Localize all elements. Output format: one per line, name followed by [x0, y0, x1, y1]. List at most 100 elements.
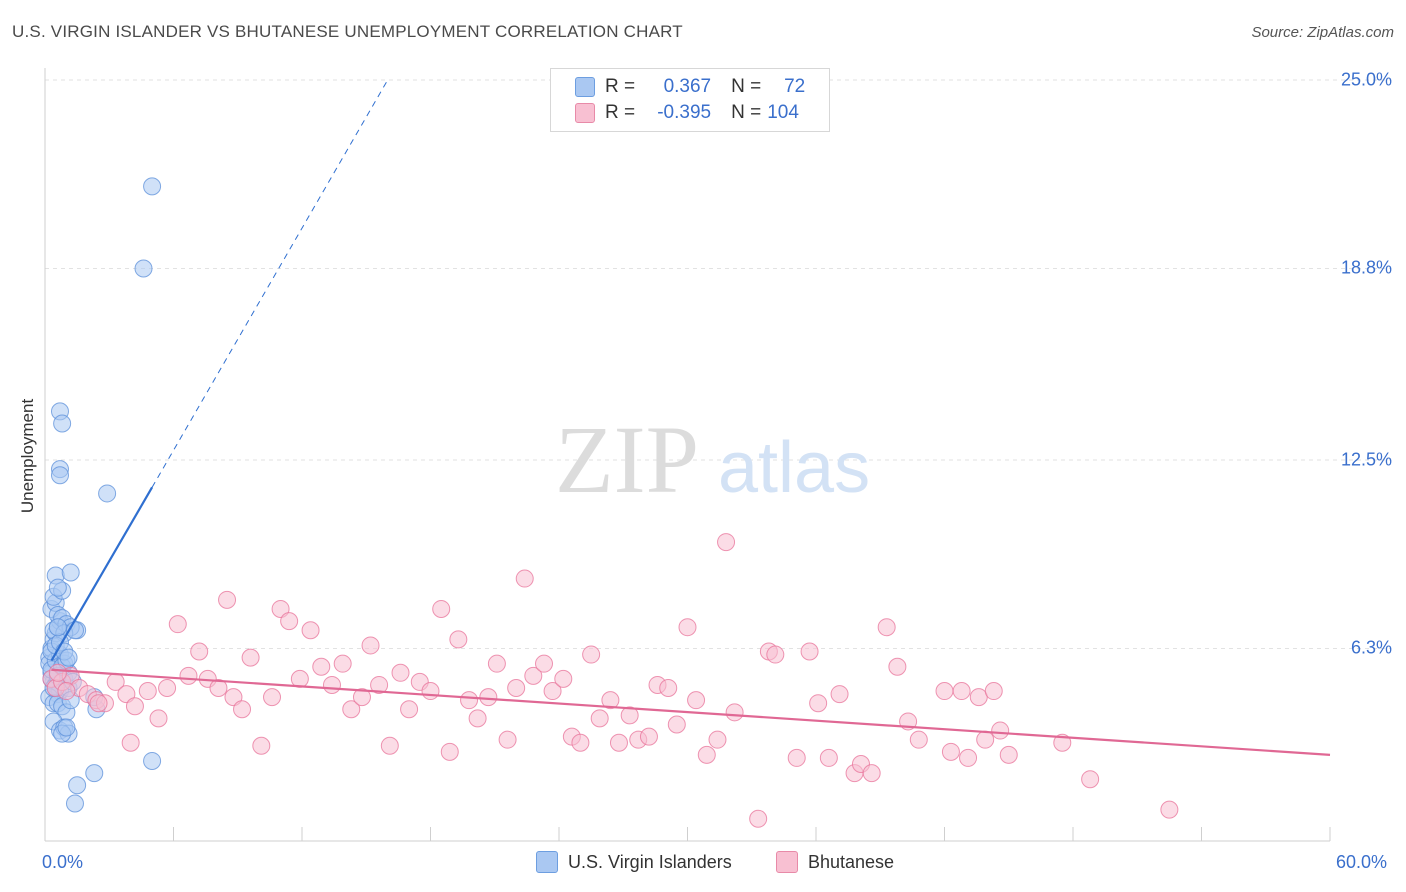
bhutanese-point-14 — [168, 615, 187, 634]
bhutanese-point-76 — [787, 748, 806, 767]
bottom-legend-virgin-islanders: U.S. Virgin Islanders — [536, 851, 732, 873]
bhutanese-point-97 — [1053, 733, 1072, 752]
bhutanese-point-21 — [233, 700, 252, 719]
axes — [44, 68, 1331, 842]
virgin-islanders-point-17 — [61, 563, 80, 582]
bhutanese-point-40 — [421, 682, 440, 701]
y-tick-label-2: 18.8% — [1340, 257, 1392, 278]
virgin-islanders-point-69 — [59, 648, 78, 667]
bhutanese-point-42 — [440, 742, 459, 761]
bhutanese-point-68 — [687, 691, 706, 710]
bhutanese-point-54 — [554, 669, 573, 688]
bhutanese-point-87 — [909, 730, 928, 749]
bhutanese-point-67 — [678, 618, 697, 637]
bhutanese-point-63 — [639, 727, 658, 746]
watermark: ZIP atlas — [555, 406, 870, 513]
virgin-islanders-trend-extension — [151, 79, 389, 488]
virgin-islanders-point-52 — [85, 764, 104, 783]
bhutanese-point-85 — [888, 657, 907, 676]
virgin-islanders-point-45 — [53, 414, 72, 433]
bhutanese-point-61 — [620, 706, 639, 725]
bhutanese-point-50 — [515, 569, 534, 588]
bhutanese-point-33 — [352, 688, 371, 707]
bhutanese-point-92 — [969, 688, 988, 707]
bhutanese-point-66 — [667, 715, 686, 734]
bhutanese-point-18 — [209, 679, 228, 697]
bhutanese-point-43 — [449, 630, 468, 649]
bhutanese-point-38 — [400, 700, 419, 719]
legend-n-label: N = — [731, 76, 762, 97]
legend-r-label: R = — [605, 102, 636, 123]
bhutanese-point-48 — [498, 730, 517, 749]
virgin-islanders-point-54 — [65, 794, 84, 813]
bhutanese-point-53 — [543, 682, 562, 701]
bhutanese-point-9 — [117, 685, 136, 704]
virgin-islanders-trend-line — [50, 486, 154, 662]
bhutanese-point-90 — [952, 682, 971, 701]
bhutanese-point-11 — [138, 682, 157, 701]
data-points — [40, 177, 1179, 828]
bhutanese-point-15 — [179, 666, 198, 685]
bhutanese-point-32 — [342, 700, 361, 719]
source-label: Source: ZipAtlas.com — [1251, 24, 1394, 41]
bhutanese-point-80 — [830, 685, 849, 704]
bhutanese-point-19 — [218, 590, 237, 609]
bhutanese-point-94 — [984, 682, 1003, 701]
stats-legend: R = 0.367 N = 72 R = -0.395 N = 104 — [550, 68, 830, 132]
bhutanese-point-103 — [121, 733, 140, 752]
virgin-islanders-point-51 — [143, 751, 162, 770]
legend-r-value: 0.367 — [663, 76, 712, 97]
x-tick-min: 0.0% — [42, 852, 84, 872]
x-tick-max: 60.0% — [1336, 852, 1388, 872]
virgin-islanders-point-48 — [98, 484, 117, 503]
virgin-islanders-point-50 — [134, 259, 153, 278]
legend-row-bhutanese: R = -0.395 N = 104 — [575, 100, 811, 126]
virgin-islanders-point-49 — [143, 177, 162, 196]
bhutanese-point-47 — [487, 654, 506, 673]
bhutanese-point-22 — [241, 648, 260, 667]
bhutanese-point-99 — [1160, 800, 1179, 819]
bhutanese-point-23 — [252, 736, 271, 755]
bhutanese-trend-line — [51, 668, 1331, 756]
bhutanese-point-56 — [571, 733, 590, 752]
bhutanese-point-52 — [535, 654, 554, 673]
bhutanese-point-49 — [507, 679, 526, 697]
bhutanese-point-44 — [460, 691, 479, 710]
y-tick-label-1: 12.5% — [1340, 449, 1392, 470]
legend-r-value: -0.395 — [657, 102, 712, 123]
y-tick-label-0: 6.3% — [1350, 637, 1392, 658]
bhutanese-point-70 — [708, 730, 727, 749]
bhutanese-point-41 — [432, 599, 451, 618]
bhutanese-point-59 — [601, 691, 620, 710]
bhutanese-point-29 — [312, 657, 331, 676]
bhutanese-point-13 — [158, 679, 177, 697]
bottom-legend-bhutanese: Bhutanese — [776, 851, 894, 873]
legend-swatch-pink — [575, 103, 595, 123]
bhutanese-point-78 — [809, 694, 828, 713]
bhutanese-point-69 — [697, 745, 716, 764]
bhutanese-point-12 — [149, 709, 168, 728]
bhutanese-point-65 — [659, 679, 678, 697]
watermark-zip: ZIP — [555, 406, 699, 513]
bhutanese-point-25 — [271, 599, 290, 618]
bhutanese-point-89 — [941, 742, 960, 761]
bhutanese-point-46 — [479, 688, 498, 707]
bhutanese-point-28 — [301, 621, 320, 640]
legend-row-virgin-islanders: R = 0.367 N = 72 — [575, 74, 805, 100]
legend-n-value: 104 — [767, 102, 799, 123]
virgin-islanders-point-47 — [50, 466, 69, 485]
bhutanese-point-60 — [609, 733, 628, 752]
bhutanese-point-101 — [57, 682, 76, 701]
bhutanese-point-57 — [582, 645, 601, 664]
virgin-islanders-point-53 — [68, 776, 87, 795]
gridlines — [45, 79, 1390, 649]
bhutanese-point-34 — [361, 636, 380, 655]
bottom-legend-label: U.S. Virgin Islanders — [568, 851, 732, 872]
bottom-legend-swatch-blue — [536, 851, 558, 873]
bhutanese-point-72 — [725, 703, 744, 722]
bhutanese-point-51 — [524, 666, 543, 685]
bhutanese-point-37 — [391, 663, 410, 682]
bhutanese-point-79 — [819, 748, 838, 767]
legend-swatch-blue — [575, 77, 595, 97]
